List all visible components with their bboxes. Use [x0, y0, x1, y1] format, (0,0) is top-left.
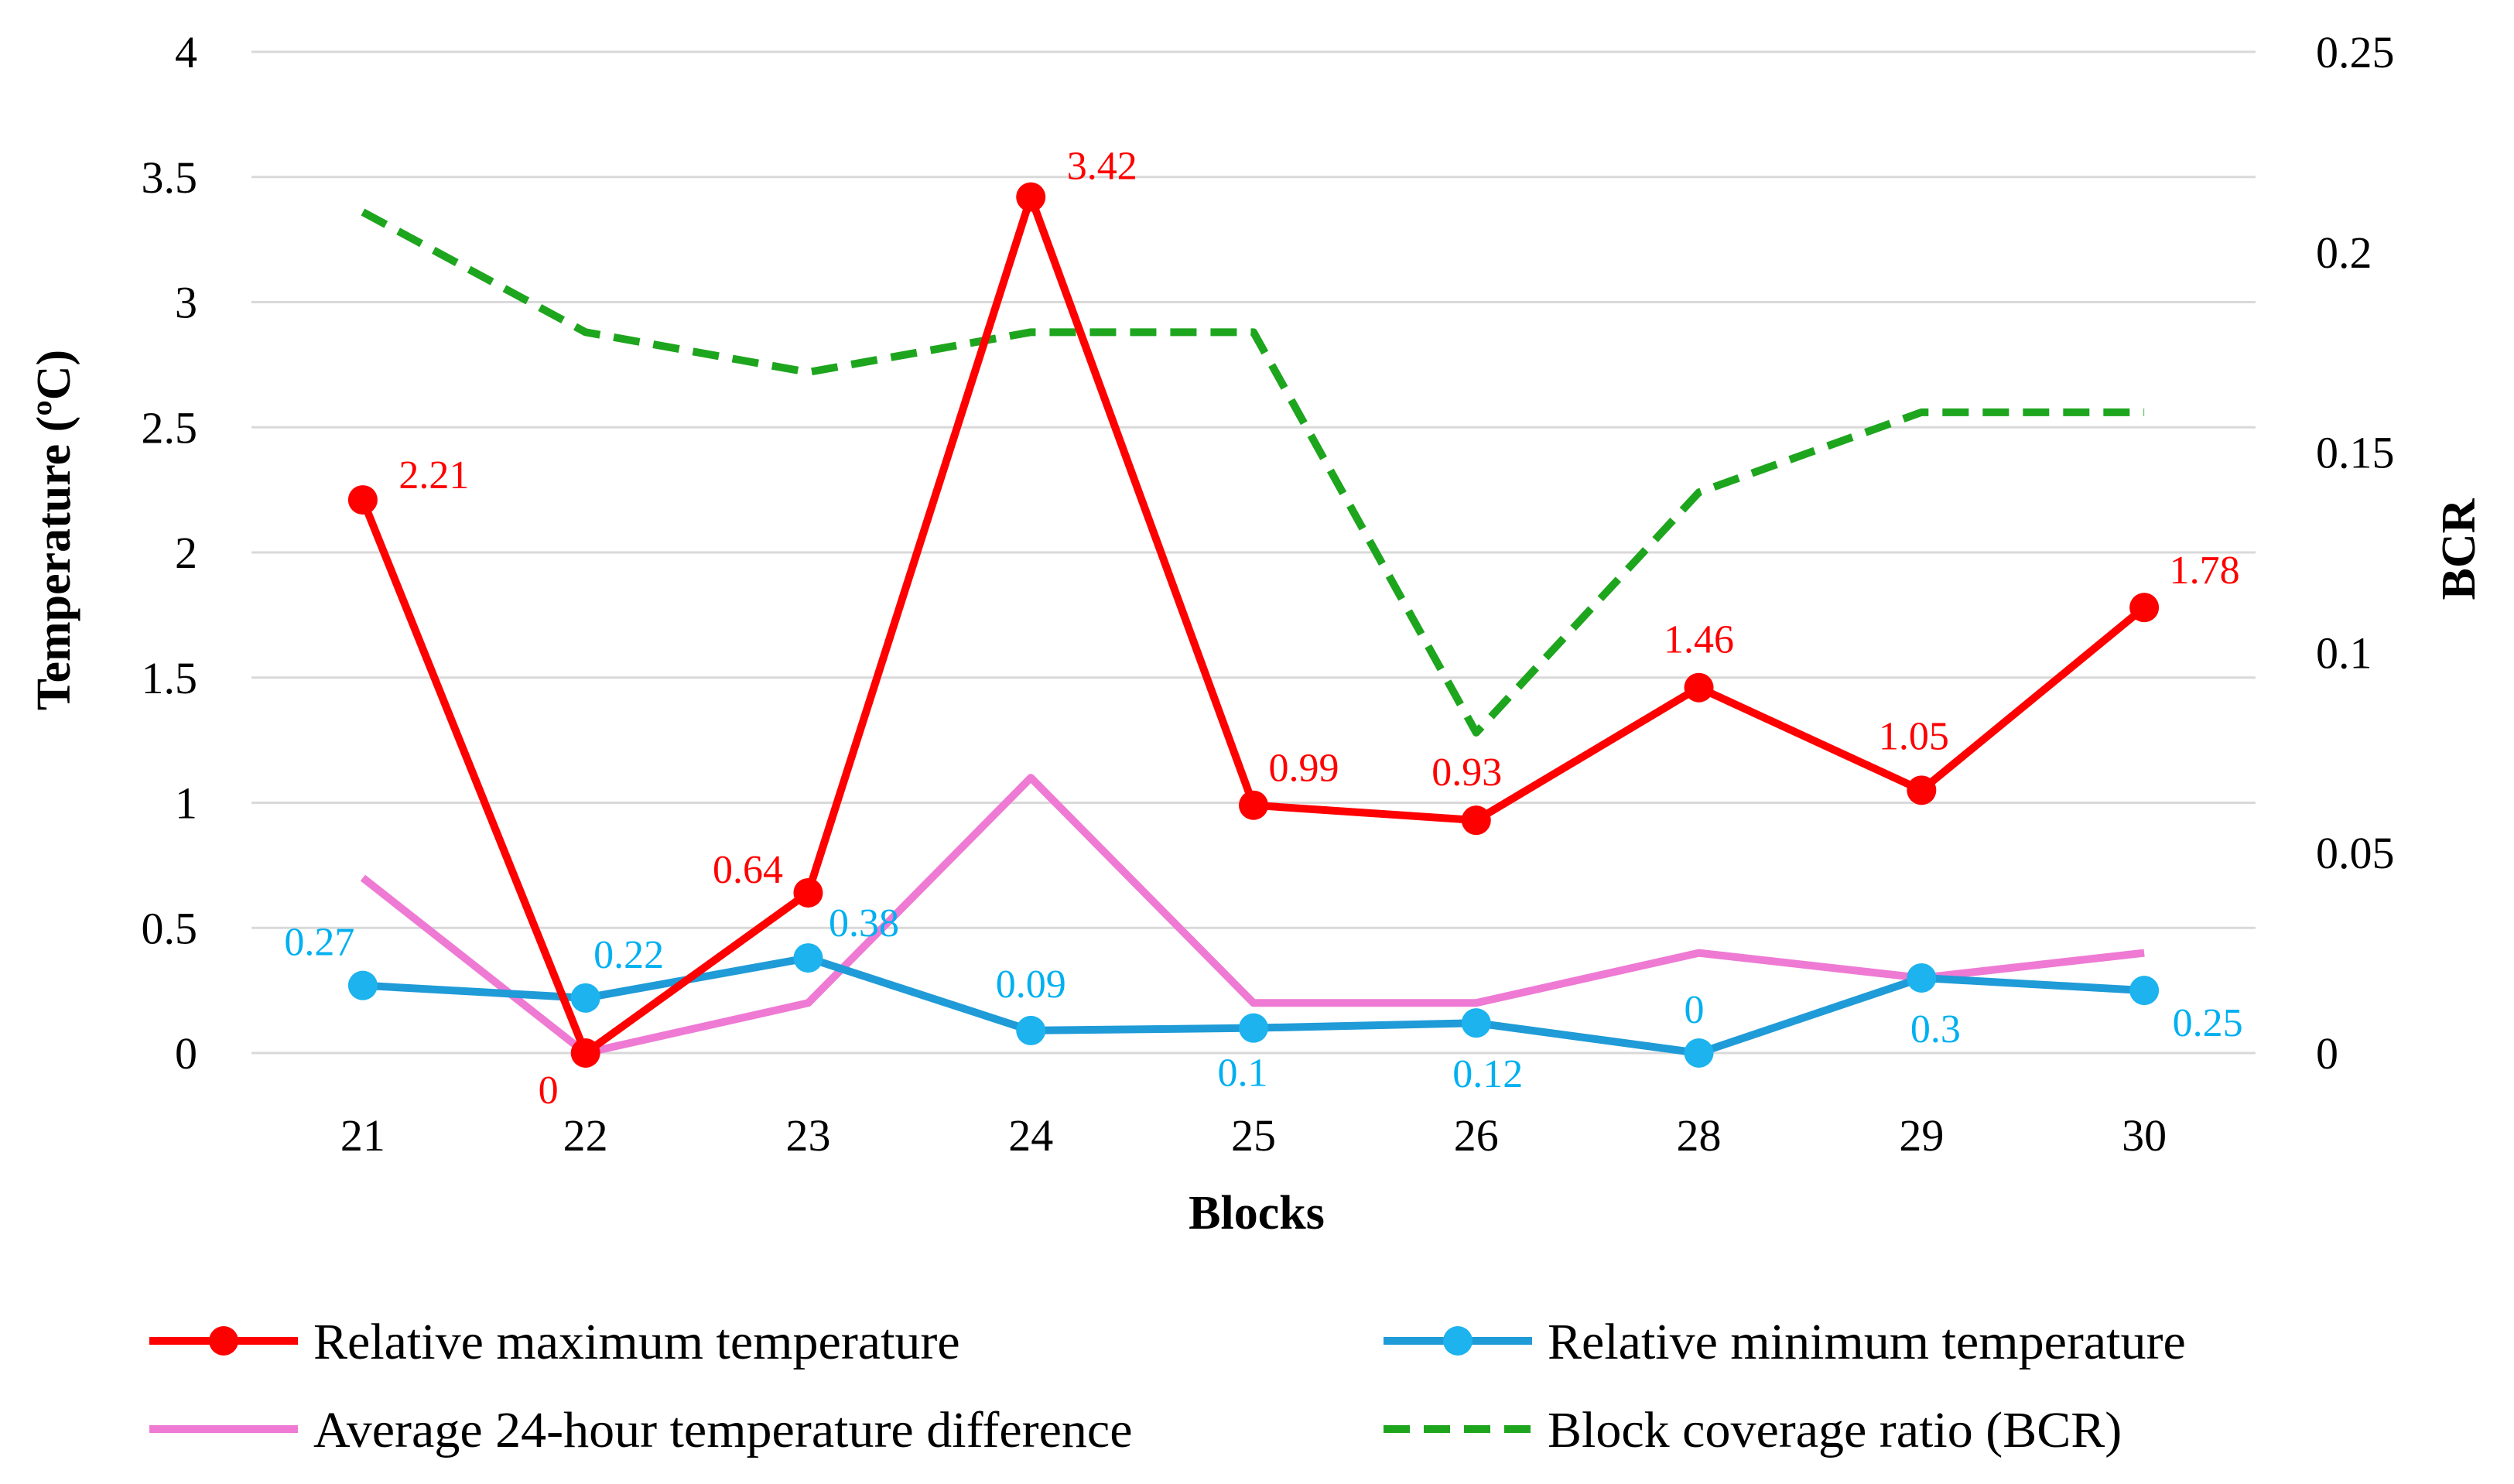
data-point-relative-minimum-temperature [2129, 976, 2160, 1006]
data-point-relative-minimum-temperature [1461, 1008, 1491, 1038]
series-line-relative-maximum-temperature [359, 193, 2147, 1057]
x-tick-label: 28 [1677, 1110, 1722, 1161]
right-axis-ticks: 0 0.05 0.1 0.15 0.2 0.25 [2316, 27, 2395, 1079]
x-tick-label: 24 [1008, 1110, 1053, 1161]
data-point-relative-minimum-temperature [1239, 1013, 1268, 1043]
y-axis-title: Temperature (ºC) [28, 350, 80, 710]
y-tick-label: 2 [175, 528, 197, 578]
series-line-block-coverage-ratio-bcr [361, 208, 2145, 737]
y-tick-label: 0.5 [142, 903, 198, 953]
data-label: 0.12 [1452, 1052, 1523, 1096]
data-label: 0 [539, 1069, 559, 1113]
data-point-relative-maximum-temperature [1684, 672, 1714, 703]
x-tick-label: 26 [1454, 1110, 1499, 1161]
legend: Relative maximum temperature Relative min… [149, 1314, 2186, 1458]
series-layer [347, 182, 2160, 1068]
data-point-relative-maximum-temperature [1907, 775, 1937, 805]
y-tick-label: 1.5 [142, 653, 198, 703]
data-label: 3.42 [1067, 145, 1137, 189]
y-tick-label: 3 [175, 278, 197, 328]
data-point-relative-minimum-temperature [570, 983, 600, 1013]
data-label: 2.21 [398, 453, 469, 498]
data-label: 0 [1685, 988, 1705, 1032]
data-label: 0.1 [1218, 1051, 1268, 1096]
legend-marker [1443, 1326, 1472, 1356]
data-label: 0.3 [1910, 1007, 1961, 1051]
legend-item-relative-maximum-temperature: Relative maximum temperature [149, 1314, 960, 1370]
x-axis-ticks: 21 22 23 24 25 26 28 29 30 [340, 1110, 2167, 1161]
legend-label: Relative minimum temperature [1548, 1314, 2186, 1370]
data-label: 0.64 [713, 848, 783, 892]
data-label: 1.46 [1664, 618, 1734, 662]
data-point-relative-maximum-temperature [347, 485, 378, 515]
x-tick-label: 22 [563, 1110, 608, 1161]
left-axis-ticks: 0 0.5 1 1.5 2 2.5 3 3.5 4 [142, 27, 198, 1079]
y-tick-label: 3.5 [142, 152, 198, 203]
y-tick-label: 4 [175, 27, 197, 77]
data-point-relative-minimum-temperature [347, 970, 378, 1000]
data-point-relative-minimum-temperature [1684, 1038, 1714, 1068]
y2-tick-label: 0.1 [2316, 627, 2372, 678]
data-point-relative-maximum-temperature [570, 1038, 600, 1068]
y-tick-label: 2.5 [142, 402, 198, 453]
data-label: 0.27 [284, 921, 354, 965]
y2-tick-label: 0.15 [2316, 428, 2395, 478]
x-tick-label: 30 [2122, 1110, 2167, 1161]
data-point-relative-maximum-temperature [1016, 182, 1046, 212]
data-point-relative-maximum-temperature [1461, 805, 1491, 836]
data-label: 0.22 [593, 933, 664, 977]
x-tick-label: 29 [1899, 1110, 1944, 1161]
data-label: 0.93 [1431, 751, 1502, 795]
x-axis-title: Blocks [1189, 1187, 1325, 1240]
series-line-average-24-hour-temperature-difference [360, 774, 2145, 1057]
data-point-relative-maximum-temperature [793, 877, 823, 908]
data-label: 0.25 [2173, 1001, 2243, 1045]
y-tick-label: 0 [175, 1028, 197, 1079]
x-tick-label: 23 [785, 1110, 830, 1161]
gridlines [251, 50, 2256, 1055]
legend-label: Block coverage ratio (BCR) [1548, 1402, 2122, 1458]
data-labels: 2.21 0 0.64 3.42 0.99 0.93 1.46 1.05 1.78 0.27 0.2… [284, 145, 2242, 1113]
data-point-relative-minimum-temperature [1016, 1015, 1046, 1045]
legend-item-block-coverage-ratio-bcr: Block coverage ratio (BCR) [1384, 1402, 2122, 1458]
y-tick-label: 1 [175, 778, 197, 829]
data-label: 0.38 [829, 901, 899, 945]
y2-tick-label: 0 [2316, 1028, 2338, 1079]
y2-axis-title: BCR [2433, 498, 2485, 600]
legend-label: Relative maximum temperature [313, 1314, 960, 1370]
y2-tick-label: 0.2 [2316, 227, 2372, 278]
data-label: 1.05 [1879, 714, 1949, 758]
y2-tick-label: 0.05 [2316, 828, 2395, 878]
data-label: 0.99 [1269, 747, 1339, 791]
legend-item-average-24-hour-temperature-difference: Average 24-hour temperature difference [149, 1402, 1132, 1458]
x-tick-label: 25 [1231, 1110, 1276, 1161]
data-point-relative-minimum-temperature [1907, 963, 1937, 993]
data-label: 1.78 [2170, 549, 2240, 593]
x-tick-label: 21 [340, 1110, 385, 1161]
data-label: 0.09 [996, 963, 1066, 1007]
legend-label: Average 24-hour temperature difference [313, 1402, 1132, 1458]
legend-item-relative-minimum-temperature: Relative minimum temperature [1384, 1314, 2186, 1370]
data-point-relative-minimum-temperature [793, 943, 823, 973]
data-point-relative-maximum-temperature [1239, 790, 1268, 820]
legend-marker [209, 1326, 238, 1356]
data-point-relative-maximum-temperature [2129, 593, 2160, 623]
y2-tick-label: 0.25 [2316, 27, 2395, 77]
